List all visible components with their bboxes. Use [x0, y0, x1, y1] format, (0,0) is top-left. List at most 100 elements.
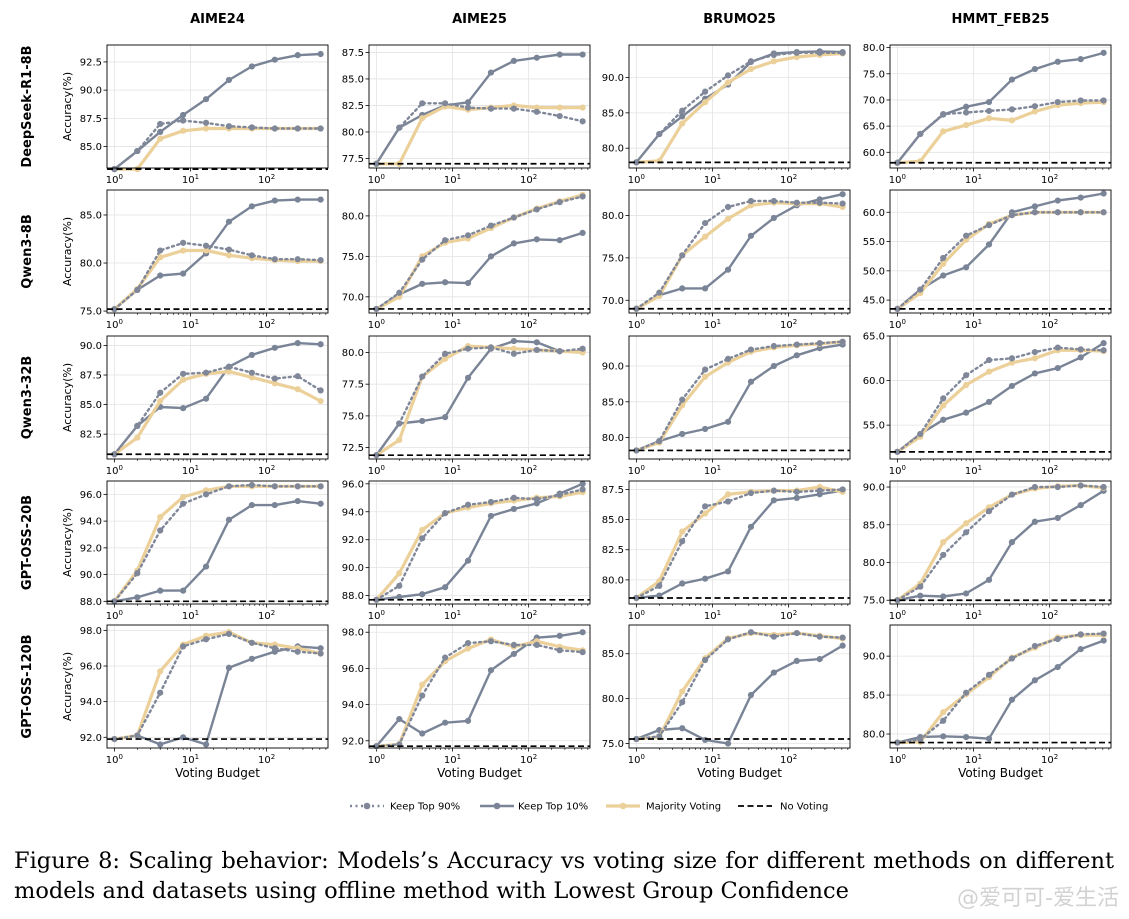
series-line-keep-top-10 — [375, 631, 584, 748]
data-point-keep-top-90 — [294, 648, 301, 655]
data-point-keep-top-90 — [724, 355, 732, 362]
data-point-keep-top-90 — [633, 159, 640, 166]
data-point-keep-top-90 — [816, 340, 823, 347]
data-point-keep-top-10 — [510, 57, 517, 65]
data-point-keep-top-10 — [1054, 197, 1061, 204]
data-point-keep-top-90 — [917, 130, 924, 138]
y-axis-label: Accuracy(%) — [61, 363, 74, 432]
data-point-keep-top-90 — [510, 105, 517, 112]
x-tick-label: 101 — [965, 318, 982, 331]
data-point-keep-top-90 — [1031, 209, 1038, 216]
data-point-keep-top-90 — [679, 252, 686, 259]
data-point-keep-top-10 — [487, 667, 495, 674]
y-tick-label: 96.0 — [342, 479, 364, 490]
legend-marker-keep-top-10 — [493, 802, 501, 810]
data-point-keep-top-90 — [702, 503, 709, 510]
data-point-keep-top-10 — [679, 725, 686, 732]
data-point-keep-top-90 — [202, 369, 210, 376]
x-tick-label: 100 — [368, 318, 385, 331]
data-point-keep-top-90 — [839, 49, 846, 56]
data-point-keep-top-10 — [679, 580, 686, 587]
series-line-majority-voting — [112, 369, 323, 456]
axes-frame — [368, 480, 591, 605]
data-point-keep-top-90 — [940, 395, 947, 402]
x-tick-label: 102 — [258, 464, 275, 477]
data-point-majority-voting — [1031, 108, 1038, 115]
data-point-keep-top-10 — [248, 63, 255, 70]
x-tick-label: 100 — [889, 464, 906, 477]
data-point-majority-voting — [396, 436, 403, 444]
data-point-majority-voting — [556, 104, 563, 111]
x-tick-label: 102 — [520, 609, 537, 622]
series-line-majority-voting — [895, 100, 1106, 165]
data-point-keep-top-90 — [1054, 635, 1061, 643]
data-point-keep-top-90 — [656, 582, 663, 590]
data-point-keep-top-10 — [1100, 340, 1107, 347]
column-title-hmmt_feb25: HMMT_FEB25 — [952, 12, 1050, 27]
y-tick-label: 96.0 — [80, 490, 102, 501]
data-point-keep-top-10 — [419, 417, 426, 425]
data-point-keep-top-90 — [271, 483, 278, 490]
y-tick-label: 96.0 — [80, 662, 102, 673]
data-point-keep-top-90 — [134, 147, 141, 155]
data-point-keep-top-90 — [702, 656, 709, 664]
y-tick-label: 85.0 — [80, 210, 102, 221]
y-tick-label: 90.0 — [80, 570, 102, 581]
data-point-keep-top-10 — [556, 632, 563, 639]
data-point-keep-top-10 — [679, 285, 686, 292]
data-point-keep-top-10 — [202, 741, 210, 748]
x-tick-label: 100 — [628, 464, 645, 477]
data-point-keep-top-90 — [656, 289, 663, 296]
data-point-majority-voting — [396, 570, 403, 577]
axes-frame — [628, 624, 851, 749]
data-point-majority-voting — [702, 99, 709, 106]
series-line-keep-top-10 — [635, 489, 844, 600]
series-line-majority-voting — [112, 248, 323, 311]
data-point-majority-voting — [157, 135, 164, 142]
y-tick-label: 90.0 — [863, 652, 885, 663]
data-point-keep-top-10 — [442, 719, 449, 726]
y-tick-label: 55.0 — [863, 421, 885, 432]
data-point-keep-top-10 — [1077, 502, 1084, 509]
data-point-keep-top-10 — [487, 253, 495, 260]
subplot-deepseek-r1-8b-brumo25: 100 101 102 80.0 85.0 90.0 — [602, 44, 851, 186]
y-tick-label: 75.0 — [602, 739, 624, 750]
x-tick-label: 102 — [780, 173, 797, 186]
data-point-majority-voting — [747, 65, 755, 73]
x-tick-label: 101 — [444, 173, 461, 186]
data-point-keep-top-90 — [464, 232, 472, 239]
data-point-keep-top-90 — [940, 254, 947, 262]
series-line-keep-top-90 — [375, 346, 584, 457]
data-point-keep-top-90 — [1031, 103, 1038, 110]
legend-label-majority-voting: Majority Voting — [646, 802, 721, 813]
data-point-keep-top-10 — [770, 669, 777, 676]
y-tick-label: 80.0 — [863, 729, 885, 740]
data-point-keep-top-90 — [702, 366, 709, 373]
y-tick-label: 85.0 — [602, 108, 624, 119]
data-point-majority-voting — [940, 539, 947, 546]
data-point-keep-top-90 — [793, 199, 800, 206]
data-point-keep-top-90 — [724, 203, 732, 211]
y-tick-label: 80.0 — [863, 43, 885, 54]
data-point-keep-top-90 — [533, 346, 540, 354]
x-axis-label: Voting Budget — [437, 766, 522, 780]
data-point-keep-top-90 — [487, 105, 495, 112]
data-point-keep-top-10 — [816, 656, 823, 663]
data-point-keep-top-90 — [579, 193, 586, 200]
x-tick-label: 102 — [520, 318, 537, 331]
data-point-keep-top-90 — [579, 345, 586, 352]
y-tick-label: 82.5 — [80, 430, 102, 441]
subplot-gpt-oss-120b-aime24: 100 101 102 92.0 94.0 96.0 98.0 Accuracy(%) Voti… — [61, 624, 329, 780]
row-title-gpt-oss-120b: GPT-OSS-120B — [20, 634, 35, 738]
axes-frame — [368, 189, 591, 314]
data-point-keep-top-90 — [1100, 483, 1107, 491]
data-point-keep-top-90 — [271, 645, 278, 652]
data-point-keep-top-10 — [202, 395, 210, 402]
data-point-keep-top-90 — [373, 596, 380, 603]
data-point-keep-top-10 — [419, 280, 426, 287]
column-title-aime25: AIME25 — [452, 12, 507, 27]
data-point-majority-voting — [747, 202, 755, 209]
data-point-keep-top-10 — [487, 69, 495, 76]
data-point-keep-top-90 — [839, 338, 846, 345]
data-point-keep-top-90 — [770, 633, 777, 640]
